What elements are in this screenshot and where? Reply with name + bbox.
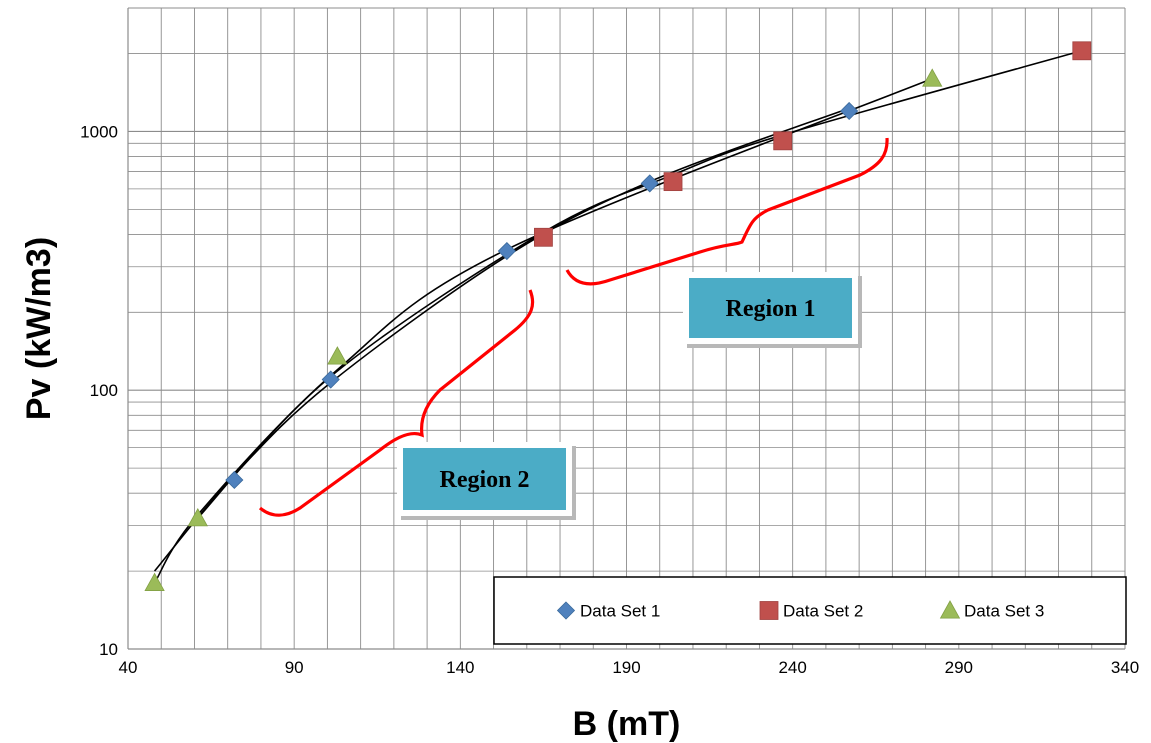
x-tick-label: 90	[285, 658, 304, 677]
data-point-diamond	[640, 174, 659, 193]
region-box-fill	[689, 278, 852, 338]
x-tick-label: 190	[612, 658, 640, 677]
grid	[128, 8, 1125, 649]
data-point-triangle	[327, 346, 348, 365]
legend: Data Set 1 Data Set 2 Data Set 3	[493, 576, 1127, 645]
x-axis-title: B (mT)	[573, 705, 681, 743]
data-point-triangle	[922, 68, 943, 87]
data-point-triangle	[144, 572, 165, 591]
data-point-square	[1072, 41, 1092, 61]
legend-label: Data Set 1	[580, 602, 660, 621]
region-2-bracket	[258, 289, 535, 517]
y-axis-title: Pv (kW/m3)	[20, 237, 58, 420]
data-point-diamond	[321, 370, 340, 389]
x-tick-label: 140	[446, 658, 474, 677]
data-point-square	[663, 172, 683, 192]
data-point-diamond	[497, 241, 516, 261]
x-tick-label: 290	[945, 658, 973, 677]
data-point-triangle	[187, 507, 208, 527]
legend-marker-diamond	[556, 601, 576, 620]
legend-marker-triangle	[939, 600, 961, 619]
legend-box	[493, 576, 1127, 645]
x-tick-label: 40	[119, 658, 138, 677]
legend-marker-square	[759, 601, 779, 620]
legend-label: Data Set 3	[964, 602, 1044, 621]
y-tick-label: 1000	[80, 122, 118, 141]
trendlines	[153, 50, 1083, 584]
region-brackets	[258, 137, 889, 517]
y-tick-label: 10	[99, 640, 118, 659]
region-label: Region 2	[440, 467, 530, 493]
x-tick-label: 340	[1111, 658, 1139, 677]
y-tick-label: 100	[90, 381, 118, 400]
region-box-fill	[403, 448, 566, 510]
region-boxes: Region 1 Region 2	[397, 272, 862, 520]
data-markers	[144, 41, 1092, 591]
region-label: Region 1	[726, 296, 816, 322]
data-point-square	[773, 131, 793, 151]
data-point-square	[534, 227, 553, 247]
x-tick-label: 240	[778, 658, 806, 677]
region-1-bracket	[565, 137, 889, 286]
legend-label: Data Set 2	[783, 602, 863, 621]
data-point-diamond	[840, 101, 859, 121]
data-point-diamond	[225, 470, 244, 490]
axes: 40 90 140 190 240 290 340 10 100 1000 B (mT) Pv (kW…	[20, 7, 1139, 743]
